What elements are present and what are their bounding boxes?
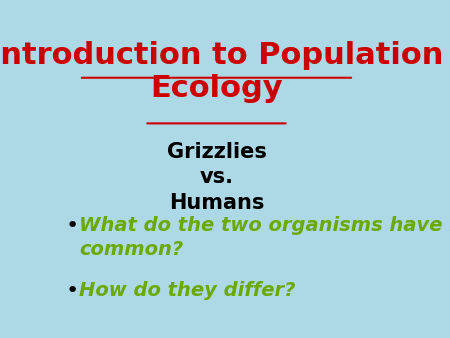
Text: How do they differ?: How do they differ?: [79, 281, 296, 299]
Text: •: •: [66, 281, 79, 300]
Text: What do the two organisms have in
common?: What do the two organisms have in common…: [79, 216, 450, 259]
Text: Humans: Humans: [169, 193, 264, 213]
Text: vs.: vs.: [199, 167, 234, 187]
Text: Grizzlies: Grizzlies: [166, 142, 266, 162]
Text: •: •: [66, 216, 79, 236]
Text: Introduction to Population
Ecology: Introduction to Population Ecology: [0, 41, 444, 103]
